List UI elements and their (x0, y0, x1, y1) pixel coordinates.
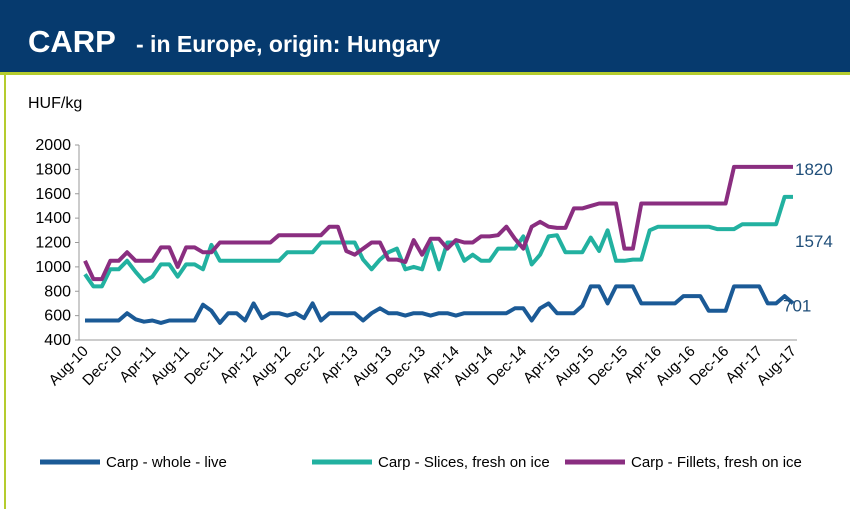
y-tick-label: 1600 (35, 186, 71, 203)
end-value-label: 1820 (795, 160, 833, 179)
end-value-label: 1574 (795, 232, 833, 251)
y-tick-label: 1400 (35, 210, 71, 227)
title-underline (0, 72, 850, 75)
series-line (83, 194, 793, 289)
y-tick-label: 600 (44, 308, 71, 325)
y-tick-label: 800 (44, 283, 71, 300)
legend-label: Carp - Slices, fresh on ice (378, 454, 550, 471)
end-value-label: 701 (783, 296, 811, 315)
series-line (83, 164, 793, 282)
chart-title: CARP (28, 24, 116, 59)
y-axis-label: HUF/kg (28, 95, 82, 112)
y-tick-label: 2000 (35, 137, 71, 154)
y-tick-label: 1800 (35, 161, 71, 178)
y-tick-label: 400 (44, 332, 71, 349)
series-line (85, 284, 795, 325)
title-bar (0, 0, 850, 72)
y-tick-label: 1200 (35, 235, 71, 252)
x-tick-label: Dec-11 (181, 343, 226, 388)
y-tick-label: 1000 (35, 259, 71, 276)
legend-label: Carp - Fillets, fresh on ice (631, 454, 802, 471)
left-border (4, 75, 6, 509)
chart-subtitle: - in Europe, origin: Hungary (136, 31, 440, 57)
legend-label: Carp - whole - live (106, 454, 227, 471)
